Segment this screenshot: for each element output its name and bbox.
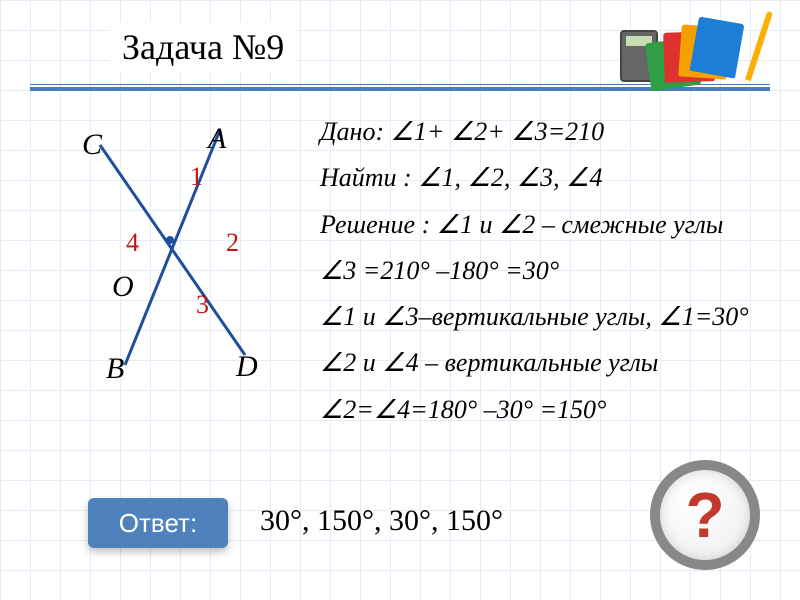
books-decoration (620, 10, 760, 100)
diagram-lines (40, 100, 300, 380)
angle-4-label: 4 (126, 228, 139, 258)
angle-3-label: 3 (196, 290, 209, 320)
point-c-label: C (82, 128, 102, 162)
step-3: ∠2 и ∠4 – вертикальные углы (320, 343, 749, 383)
point-o-label: O (112, 270, 134, 304)
question-mark-glyph: ? (685, 478, 724, 552)
solution-head: Решение : ∠1 и ∠2 – смежные углы (320, 205, 749, 245)
angle-diagram: A B C D O 1 2 3 4 (40, 100, 300, 380)
find-line: Найти : ∠1, ∠2, ∠3, ∠4 (320, 158, 749, 198)
step-4: ∠2=∠4=180° –30° =150° (320, 390, 749, 430)
task-title: Задача №9 (110, 22, 296, 72)
angle-2-label: 2 (226, 228, 239, 258)
point-d-label: D (236, 350, 258, 384)
step-2: ∠1 и ∠3–вертикальные углы, ∠1=30° (320, 297, 749, 337)
step-1: ∠3 =210° –180° =30° (320, 251, 749, 291)
point-a-label: A (208, 122, 226, 156)
answer-button[interactable]: Ответ: (88, 498, 228, 548)
question-mark-icon[interactable]: ? (650, 460, 760, 570)
given-line: Дано: ∠1+ ∠2+ ∠3=210 (320, 112, 749, 152)
answer-value: 30°, 150°, 30°, 150° (260, 504, 503, 538)
angle-1-label: 1 (190, 162, 203, 192)
solution-block: Дано: ∠1+ ∠2+ ∠3=210 Найти : ∠1, ∠2, ∠3,… (320, 112, 749, 436)
point-b-label: B (106, 352, 124, 386)
answer-label: Ответ: (119, 508, 197, 539)
